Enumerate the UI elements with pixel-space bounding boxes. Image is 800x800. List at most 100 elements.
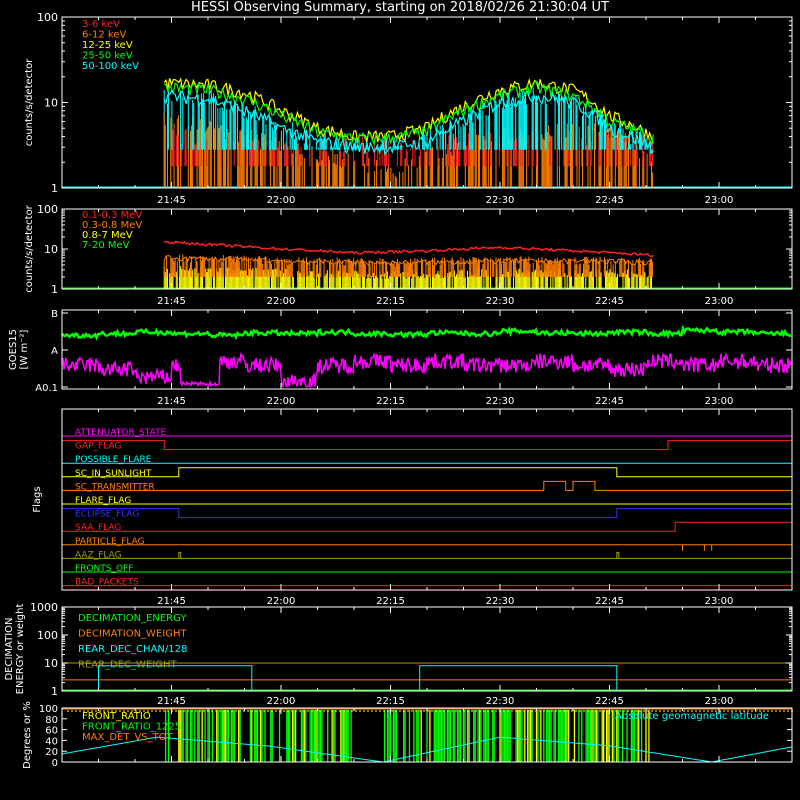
- goes-time-label: 21:45: [157, 396, 186, 407]
- goes-ylabel2: [W m⁻²]: [19, 329, 30, 369]
- gamma-time-label: 22:00: [267, 296, 296, 307]
- decimation-ylabel: DECIMATION: [4, 617, 15, 680]
- decimation-time-label: 22:00: [267, 696, 296, 707]
- decimation-ytick-label: 100: [37, 629, 58, 642]
- decimation-legend-decimation-energy: DECIMATION_ENERGY: [78, 613, 187, 624]
- goes-time-label: 22:45: [595, 396, 624, 407]
- ratio-legend-latitude: Absolute geomagnetic latitude: [615, 711, 769, 722]
- flag-line-sc-transmitter: [62, 480, 792, 491]
- gamma-series-0-3-0-8-mev: [163, 255, 654, 267]
- aaz-blip: [616, 551, 620, 559]
- hxr-ytick-label: 100: [37, 11, 58, 24]
- gamma-spikes-0-3-0-8-mev: [163, 254, 654, 277]
- hxr-time-label: 22:15: [376, 195, 405, 206]
- decimation-ytick-label: 1: [51, 685, 58, 698]
- hxr-legend-3-6-kev: 3-6 keV: [82, 19, 120, 30]
- gamma-time-label: 21:45: [157, 296, 186, 307]
- gamma-legend-7-20-mev: 7-20 MeV: [82, 240, 130, 251]
- ratio-legend-front-ratio-1225: FRONT_RATIO_1225: [82, 722, 181, 733]
- goes-time-label: 22:00: [267, 396, 296, 407]
- gamma-time-label: 22:45: [595, 296, 624, 307]
- goes-time-label: 22:15: [376, 396, 405, 407]
- gamma-ylabel: counts/s/detector: [24, 204, 35, 292]
- decimation-time-label: 22:45: [595, 696, 624, 707]
- flag-label-saa-flag: SAA_FLAG: [75, 523, 121, 533]
- decimation-ytick-label: 1000: [30, 601, 58, 614]
- flags-time-label: 22:30: [486, 596, 515, 607]
- goes-series-short: [61, 351, 793, 390]
- flags-time-label: 22:00: [267, 596, 296, 607]
- flag-label-flare-flag: FLARE_FLAG: [75, 496, 131, 506]
- ratio-ytick-label: 0: [52, 758, 58, 769]
- flag-label-bad-packets: BAD_PACKETS: [75, 578, 139, 588]
- decimation-legend-rear-dec-weight: REAR_DEC_WEIGHT: [78, 660, 177, 671]
- gamma-ytick-label: 100: [37, 203, 58, 216]
- ratio-ytick-label: 40: [45, 736, 58, 747]
- flag-label-fronts-off: FRONTS_OFF: [75, 564, 133, 574]
- gamma-time-label: 23:00: [705, 296, 734, 307]
- aaz-blip: [178, 551, 182, 559]
- flags-time-label: 23:00: [705, 596, 734, 607]
- hxr-legend-50-100-kev: 50-100 keV: [82, 61, 139, 72]
- decimation-ytick-label: 10: [44, 657, 58, 670]
- flag-label-gap-flag: GAP_FLAG: [75, 442, 121, 452]
- goes-ytick-label: A: [51, 346, 58, 357]
- goes-series-long: [61, 324, 792, 341]
- hxr-time-label: 21:45: [157, 195, 186, 206]
- hxr-time-label: 22:45: [595, 195, 624, 206]
- flag-line-sc-in-sunlight: [62, 467, 792, 478]
- flag-line-gap-flag: [61, 440, 793, 451]
- flag-line-eclipse-flag: [61, 508, 793, 519]
- decimation-series-rear-dec-chan: [419, 665, 618, 691]
- flag-label-particle-flag: PARTICLE_FLAG: [75, 537, 145, 547]
- gamma-ytick-label: 10: [44, 243, 58, 256]
- decimation-time-label: 22:15: [376, 696, 405, 707]
- hxr-series-12-25-kev: [163, 77, 654, 144]
- goes-time-label: 22:30: [486, 396, 515, 407]
- flag-label-sc-in-sunlight: SC_IN_SUNLIGHT: [75, 469, 152, 479]
- hxr-series-50-100-kev: [163, 89, 654, 156]
- ratio-ytick-label: 80: [45, 715, 58, 726]
- decimation-legend-decimation-weight: DECIMATION_WEIGHT: [78, 629, 187, 640]
- flags-ylabel: Flags: [32, 486, 43, 512]
- hxr-ylabel: counts/s/detector: [24, 58, 35, 146]
- hxr-legend-6-12-kev: 6-12 keV: [82, 30, 126, 41]
- hxr-ytick-label: 10: [44, 97, 58, 110]
- goes-ytick-label: A0.1: [35, 383, 58, 394]
- gamma-legend-0-1-0-3-mev: 0.1-0.3 MeV: [82, 210, 142, 221]
- decimation-ylabel2: ENERGY or weight: [15, 604, 26, 695]
- hxr-time-label: 22:30: [486, 195, 515, 206]
- goes-time-label: 23:00: [705, 396, 734, 407]
- hxr-legend-25-50-kev: 25-50 keV: [82, 51, 133, 62]
- ratio-legend-max-det-vs-tot: MAX_DET_VS_TOT: [82, 732, 174, 743]
- ratio-ytick-label: 60: [45, 726, 58, 737]
- hxr-spikes-50-100-kev: [166, 87, 654, 154]
- flag-line-saa-flag: [62, 521, 793, 532]
- decimation-legend-rear-dec-chan-128: REAR_DEC_CHAN/128: [78, 644, 187, 655]
- flag-label-sc-transmitter: SC_TRANSMITTER: [75, 482, 155, 492]
- ratio-ytick-label: 100: [39, 704, 58, 715]
- flag-label-eclipse-flag: ECLIPSE_FLAG: [75, 510, 139, 520]
- gamma-legend-0-8-7-mev: 0.8-7 MeV: [82, 230, 133, 241]
- flags-time-label: 21:45: [157, 596, 186, 607]
- gamma-time-label: 22:15: [376, 296, 405, 307]
- hxr-legend-12-25-kev: 12-25 keV: [82, 40, 133, 51]
- ratio-legend-front-ratio: FRONT_RATIO: [82, 711, 151, 722]
- ratio-ytick-label: 20: [45, 747, 58, 758]
- decimation-time-label: 23:00: [705, 696, 734, 707]
- ratio-series-latitude: [61, 736, 793, 763]
- hxr-ytick-label: 1: [51, 182, 58, 195]
- goes-ylabel: GOES15: [8, 329, 19, 370]
- flag-label-aaz-flag: AAZ_FLAG: [75, 550, 122, 560]
- flags-time-label: 22:15: [376, 596, 405, 607]
- decimation-series-rear-dec-chan: [98, 665, 253, 691]
- decimation-time-label: 21:45: [157, 696, 186, 707]
- hxr-time-label: 23:00: [705, 195, 734, 206]
- chart-title: HESSI Observing Summary, starting on 201…: [191, 0, 609, 15]
- flag-label-attenuator-state: ATTENUATOR_STATE: [75, 428, 167, 438]
- ratio-ylabel: Degrees or %: [22, 701, 33, 769]
- decimation-time-label: 22:30: [486, 696, 515, 707]
- gamma-ytick-label: 1: [51, 283, 58, 296]
- goes-ytick-label: B: [51, 309, 58, 320]
